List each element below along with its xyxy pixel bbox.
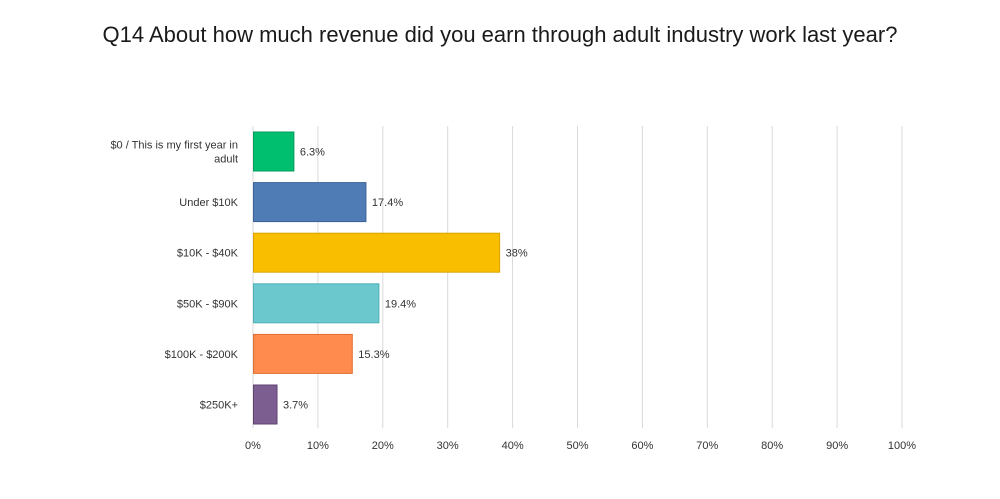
data-label: 19.4% bbox=[385, 298, 416, 310]
category-label: $50K - $90K bbox=[177, 298, 239, 310]
category-label: $100K - $200K bbox=[165, 349, 239, 361]
x-tick-label: 90% bbox=[826, 440, 848, 452]
bar bbox=[253, 131, 295, 172]
category-label-line: $10K - $40K bbox=[177, 248, 239, 260]
bar bbox=[253, 333, 353, 374]
category-label: $10K - $40K bbox=[177, 248, 239, 260]
x-tick-label: 70% bbox=[696, 440, 718, 452]
x-tick-label: 50% bbox=[566, 440, 588, 452]
x-tick-label: 100% bbox=[888, 440, 916, 452]
data-label: 3.7% bbox=[283, 400, 308, 412]
category-label-line: $0 / This is my first year in bbox=[110, 140, 238, 152]
grid-lines bbox=[252, 126, 903, 428]
bars bbox=[253, 131, 501, 425]
x-tick-label: 40% bbox=[502, 440, 524, 452]
x-tick-label: 0% bbox=[245, 440, 261, 452]
x-tick-label: 80% bbox=[761, 440, 783, 452]
category-label-line: adult bbox=[214, 154, 238, 166]
bar bbox=[253, 283, 380, 324]
bar bbox=[253, 182, 367, 223]
x-tick-label: 60% bbox=[631, 440, 653, 452]
data-label: 15.3% bbox=[358, 349, 389, 361]
bar bbox=[253, 232, 501, 273]
data-label: 6.3% bbox=[300, 147, 325, 159]
category-label-line: $50K - $90K bbox=[177, 298, 239, 310]
x-tick-label: 10% bbox=[307, 440, 329, 452]
data-label: 17.4% bbox=[372, 197, 403, 209]
category-label: $0 / This is my first year in adult bbox=[110, 140, 238, 166]
chart-title: Q14 About how much revenue did you earn … bbox=[102, 22, 898, 47]
x-tick-label: 30% bbox=[437, 440, 459, 452]
bar bbox=[253, 384, 278, 425]
category-label: $250K+ bbox=[200, 400, 238, 412]
category-label: Under $10K bbox=[179, 197, 238, 209]
category-label-line: $100K - $200K bbox=[165, 349, 239, 361]
labels: 0% 10% 20% 30% 40% 50% 60% 70% 80% 90% 100% 6.3% $0 … bbox=[110, 140, 916, 453]
data-label: 38% bbox=[506, 248, 528, 260]
category-label-line: Under $10K bbox=[179, 197, 238, 209]
category-label-line: $250K+ bbox=[200, 400, 238, 412]
x-tick-label: 20% bbox=[372, 440, 394, 452]
